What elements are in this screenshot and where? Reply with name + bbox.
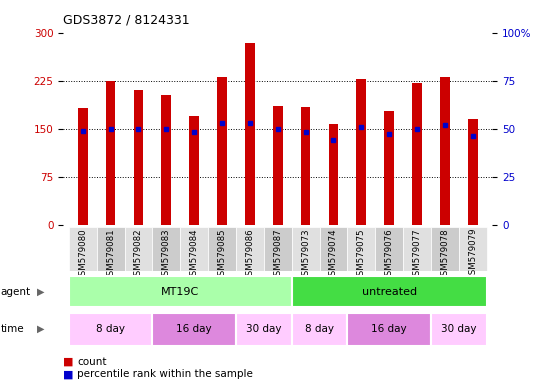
Text: ▶: ▶ xyxy=(37,324,45,334)
Text: GSM579084: GSM579084 xyxy=(190,228,199,280)
Bar xyxy=(245,43,255,225)
Text: percentile rank within the sample: percentile rank within the sample xyxy=(77,369,253,379)
Bar xyxy=(97,227,124,271)
Bar xyxy=(264,227,292,271)
Bar xyxy=(356,79,366,225)
Bar xyxy=(384,111,394,225)
Bar xyxy=(217,78,227,225)
Bar xyxy=(180,227,208,271)
Text: count: count xyxy=(77,357,107,367)
Bar xyxy=(69,313,152,346)
Text: GSM579085: GSM579085 xyxy=(218,228,227,280)
Text: GSM579086: GSM579086 xyxy=(245,228,255,280)
Text: GSM579076: GSM579076 xyxy=(384,228,394,280)
Text: 30 day: 30 day xyxy=(441,324,476,334)
Text: ■: ■ xyxy=(63,357,74,367)
Text: 30 day: 30 day xyxy=(246,324,282,334)
Bar xyxy=(348,227,375,271)
Bar xyxy=(69,276,292,307)
Text: 16 day: 16 day xyxy=(177,324,212,334)
Bar xyxy=(431,313,487,346)
Text: 16 day: 16 day xyxy=(371,324,407,334)
Text: GSM579074: GSM579074 xyxy=(329,228,338,280)
Bar xyxy=(412,83,422,225)
Text: 8 day: 8 day xyxy=(96,324,125,334)
Text: GSM579078: GSM579078 xyxy=(441,228,449,280)
Bar xyxy=(134,90,144,225)
Text: GDS3872 / 8124331: GDS3872 / 8124331 xyxy=(63,13,190,26)
Text: untreated: untreated xyxy=(361,287,417,297)
Bar xyxy=(403,227,431,271)
Bar xyxy=(208,227,236,271)
Text: GSM579081: GSM579081 xyxy=(106,228,115,280)
Text: GSM579080: GSM579080 xyxy=(78,228,87,280)
Bar xyxy=(292,227,320,271)
Bar xyxy=(236,313,292,346)
Bar xyxy=(301,107,311,225)
Bar xyxy=(162,95,171,225)
Bar xyxy=(124,227,152,271)
Bar xyxy=(440,78,450,225)
Bar xyxy=(152,227,180,271)
Text: GSM579075: GSM579075 xyxy=(357,228,366,280)
Bar xyxy=(78,108,87,225)
Text: agent: agent xyxy=(1,287,31,297)
Text: GSM579082: GSM579082 xyxy=(134,228,143,280)
Bar xyxy=(236,227,264,271)
Bar xyxy=(292,313,348,346)
Text: 8 day: 8 day xyxy=(305,324,334,334)
Bar xyxy=(273,106,283,225)
Bar xyxy=(459,227,487,271)
Bar xyxy=(375,227,403,271)
Text: ▶: ▶ xyxy=(37,287,45,297)
Bar xyxy=(189,116,199,225)
Text: GSM579083: GSM579083 xyxy=(162,228,171,280)
Text: time: time xyxy=(1,324,24,334)
Text: ■: ■ xyxy=(63,369,74,379)
Bar xyxy=(468,119,477,225)
Bar xyxy=(320,227,348,271)
Bar xyxy=(348,313,431,346)
Bar xyxy=(431,227,459,271)
Bar xyxy=(69,227,97,271)
Text: GSM579077: GSM579077 xyxy=(412,228,421,280)
Text: GSM579087: GSM579087 xyxy=(273,228,282,280)
Bar xyxy=(328,124,338,225)
Text: GSM579079: GSM579079 xyxy=(468,228,477,280)
Bar xyxy=(152,313,236,346)
Bar xyxy=(106,81,116,225)
Text: MT19C: MT19C xyxy=(161,287,199,297)
Bar xyxy=(292,276,487,307)
Text: GSM579073: GSM579073 xyxy=(301,228,310,280)
